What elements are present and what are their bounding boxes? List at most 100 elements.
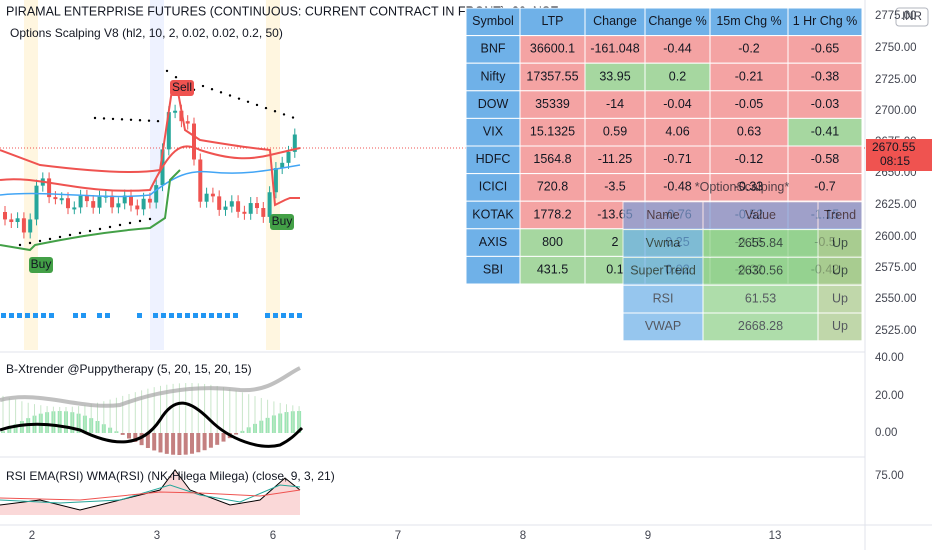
candle-body [154,185,159,203]
candle-body [84,195,89,202]
table-cell [787,62,863,92]
candle-body [47,178,52,198]
candle-body [255,203,259,209]
candle-body [72,207,77,210]
signal-square [161,313,166,318]
cell-text: DOW [478,97,509,111]
cell-text: VIX [483,124,504,138]
sar-dot [68,233,72,237]
cell-text: 2630.56 [738,264,783,278]
signal-square [209,313,214,318]
histogram-bar [234,433,239,435]
cell-text: 15.1325 [530,124,575,138]
sar-dot [228,94,232,97]
cell-text: 61.53 [745,291,776,305]
sar-dot [201,84,205,88]
cell-text: 1778.2 [533,207,571,221]
ma-red [0,145,301,192]
pane-label: B-Xtrender @Puppytherapy (5, 20, 15, 20,… [6,362,252,376]
sar-dot [98,227,102,231]
signal-label: Buy [31,257,52,271]
signal-square [289,313,294,318]
candle-body [9,219,14,223]
histogram-bar [158,433,163,453]
sar-dot [93,116,97,120]
cell-text: 2668.28 [738,319,783,333]
candle-body [223,206,228,210]
candle-body [59,198,64,201]
sar-dot [118,223,122,227]
histogram-bar [221,433,226,442]
candle-body [280,162,285,169]
table-cell [465,173,521,202]
signal-square [1,313,6,318]
candle-body [248,203,253,214]
header-cell [622,201,704,231]
candle-body [198,159,203,202]
cell-text: -3.5 [604,180,626,194]
cell-text: Up [832,236,848,250]
sar-dot [255,103,259,107]
candle-body [78,195,83,208]
signal-square [105,313,110,318]
cell-text: -161.048 [590,42,639,56]
price-axis-label: 2700.00 [875,105,917,117]
table-cell [622,256,704,286]
symbol-title: PIRAMAL ENTERPRISE FUTURES (CONTINUOUS: … [6,4,559,18]
histogram-bar [171,433,176,455]
price-axis-label: 2575.00 [875,262,917,274]
table-cell [702,256,819,286]
signal-square [281,313,286,318]
trend-gray [0,366,301,408]
cell-text: 431.5 [537,262,568,276]
tables: Symbol LTP Change Change % 15m Chg % 1 Hr Chg… [465,7,863,342]
candle-body [34,185,39,220]
signal-badge [270,214,294,230]
candle-body [116,203,121,208]
sar-dot [138,119,142,122]
candle-body [21,218,26,233]
sar-dot [148,217,152,221]
supertrend-green [0,169,181,252]
cell-text: -0.33 [735,180,764,194]
pane-label: RSI EMA(RSI) WMA(RSI) (NK-Hilega Milega)… [6,469,335,483]
sar-dot [129,118,133,122]
table-cell [702,312,819,342]
candle-body [141,198,146,210]
histogram-bar [196,433,201,453]
table-cell [622,229,704,258]
cell-text: 1564.8 [533,152,571,166]
header-text: 15m Chg % [716,14,781,28]
table-cell [709,90,789,119]
candle-body [192,123,196,160]
signal-square [33,313,38,318]
candle-body [236,201,241,212]
table-cell [465,117,521,147]
cell-text: -0.03 [811,97,840,111]
rsi-wma [0,489,301,501]
sar-dot [108,225,112,229]
cell-text: Up [832,264,848,278]
candle-body [15,218,20,223]
signal-square [97,313,102,318]
cell-text: Vwma [646,236,681,250]
cell-text: -11.25 [598,152,633,166]
table-cell [787,35,863,64]
header-text: Change % [648,14,706,28]
plot: Sell Buy Buy [0,69,304,515]
cell-text: -0.41 [811,124,840,138]
signal-square [185,313,190,318]
cell-text: 0.1 [606,262,623,276]
signal-square [201,313,206,318]
table-cell [622,284,704,314]
header-text: LTP [542,14,564,28]
last-price-tag [866,139,932,171]
currency-badge[interactable] [895,7,929,27]
sar-dot [219,91,223,94]
cell-text: -14 [606,97,624,111]
histogram-bar [202,433,207,451]
signal-square [265,313,270,318]
pane-axis-label: 0.00 [875,427,897,439]
table-cell [709,145,789,175]
